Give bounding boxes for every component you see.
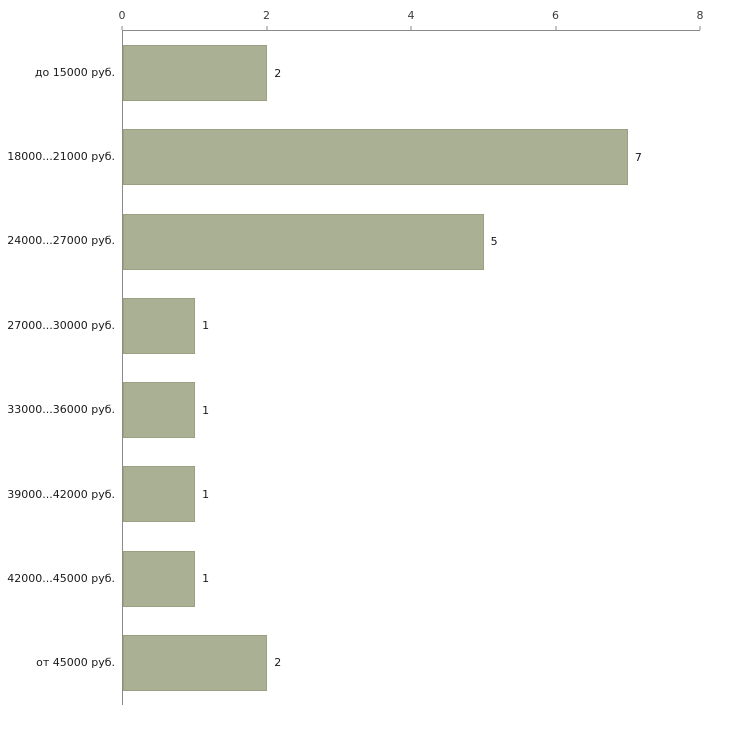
- x-tick-mark: [699, 26, 701, 30]
- category-label: до 15000 руб.: [34, 65, 115, 79]
- plot-area: 2 7 5 1 1 1 1 2: [122, 30, 700, 705]
- category-label: 27000...30000 руб.: [7, 318, 115, 332]
- category-label: 42000...45000 руб.: [7, 571, 115, 585]
- value-label: 2: [274, 656, 282, 670]
- x-tick-label: 8: [696, 9, 704, 22]
- bar: [123, 297, 196, 354]
- category-label: 18000...21000 руб.: [7, 150, 115, 164]
- value-label: 1: [202, 403, 210, 417]
- x-tick-mark: [266, 26, 267, 30]
- x-tick-mark: [555, 26, 556, 30]
- x-tick-mark: [410, 26, 412, 30]
- category-label: от 45000 руб.: [36, 656, 115, 670]
- category-labels: до 15000 руб. 18000...21000 руб. 24000...2…: [0, 30, 122, 705]
- x-tick-label: 2: [263, 9, 270, 22]
- category-label: 33000...36000 руб.: [7, 403, 115, 417]
- bar-row: 1: [123, 368, 700, 452]
- value-label: 5: [490, 235, 498, 249]
- bar: [123, 45, 268, 102]
- bar: [123, 550, 196, 607]
- category-label: 39000...42000 руб.: [7, 487, 115, 501]
- x-tick-label: 0: [118, 9, 126, 22]
- bar: [123, 466, 196, 523]
- value-label: 1: [202, 319, 210, 333]
- x-axis: 0 2 4 6 8: [118, 0, 704, 30]
- bar: [123, 634, 268, 691]
- value-label: 7: [634, 150, 642, 164]
- x-tick-mark: [121, 26, 123, 30]
- x-tick-label: 6: [552, 9, 559, 22]
- value-label: 1: [202, 487, 210, 501]
- category-label: 24000...27000 руб.: [7, 234, 115, 248]
- x-tick-label: 4: [407, 9, 415, 22]
- bar-row: 2: [123, 621, 700, 705]
- bar-row: 1: [123, 452, 700, 536]
- chart-body: до 15000 руб. 18000...21000 руб. 24000...2…: [0, 30, 730, 705]
- bar: [123, 382, 196, 439]
- bar-row: 1: [123, 284, 700, 368]
- bar: [123, 129, 628, 186]
- bar-row: 5: [123, 200, 700, 284]
- bar-row: 7: [123, 115, 700, 199]
- value-label: 2: [274, 66, 282, 80]
- bar: [123, 213, 484, 270]
- bar-row: 1: [123, 537, 700, 621]
- value-label: 1: [202, 572, 210, 586]
- bar-row: 2: [123, 31, 700, 115]
